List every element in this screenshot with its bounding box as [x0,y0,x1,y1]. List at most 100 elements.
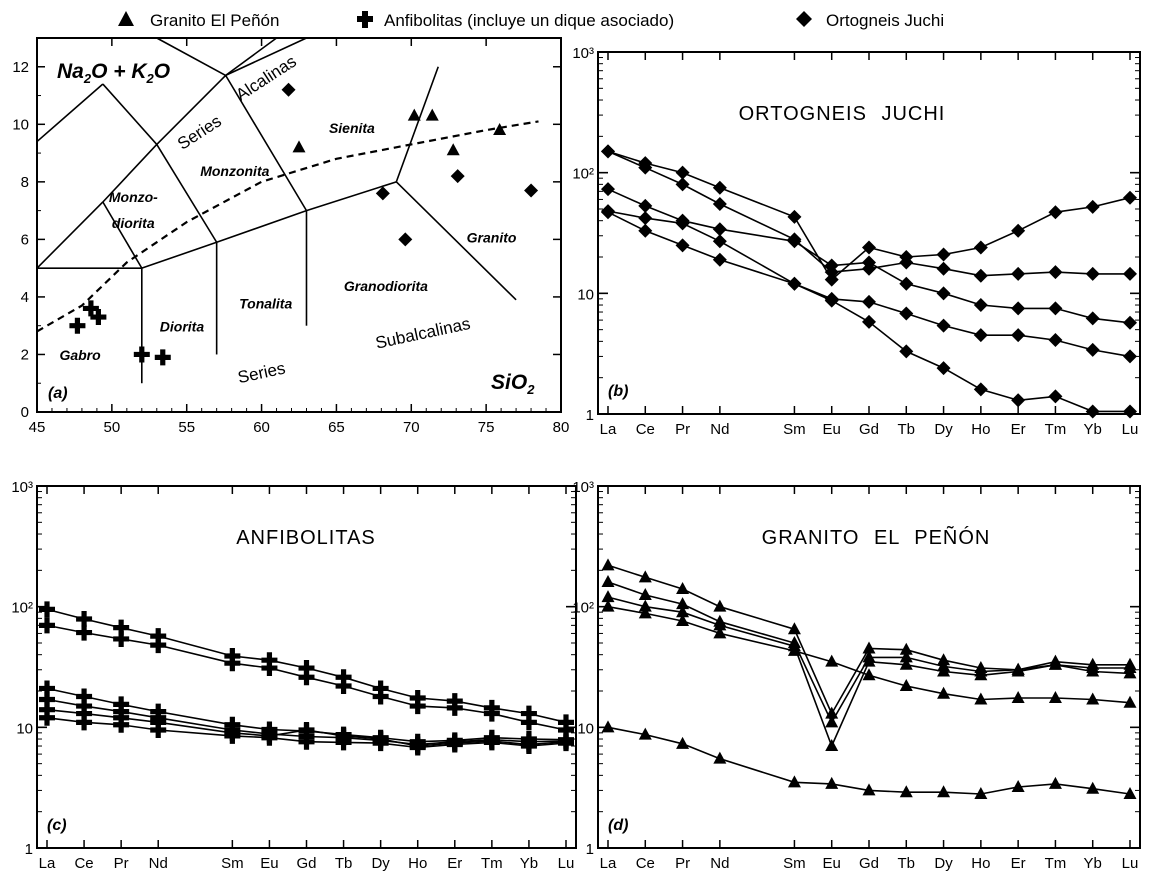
data-point-cross [76,624,93,641]
data-point-diamond [1085,266,1100,281]
data-point-cross [39,601,56,618]
tas-point-triangle [493,123,507,136]
x-tick-label: Pr [675,855,690,872]
data-point-cross [39,709,56,726]
data-point-triangle [787,643,801,656]
x-tick-label: Lu [1122,421,1139,438]
data-point-triangle [601,599,615,612]
y-tick-label: 10³ [572,45,594,62]
x-tick-label: Dy [371,855,390,872]
x-tick-label: 55 [178,419,195,436]
series-line [607,564,1130,716]
y-tick-label: 1 [586,407,594,424]
tas-field-label: Alcalinas [232,52,299,105]
y-tick-label: 10 [16,720,33,737]
x-tick-label: Nd [149,855,168,872]
data-point-triangle [1048,657,1062,670]
data-point-triangle [1086,692,1100,705]
series-line [607,150,1131,281]
data-point-triangle [825,715,839,728]
data-point-cross [409,690,426,707]
x-tick-label: 75 [478,419,495,436]
y-tick-label: 1 [25,841,33,858]
x-tick-label: Nd [710,421,729,438]
tas-boundary-line [156,144,218,243]
x-tick-label: Sm [783,855,806,872]
data-point-triangle [937,664,951,677]
data-point-triangle [713,751,727,764]
y-tick-label: 12 [12,59,29,76]
data-point-triangle [1123,666,1137,679]
data-point-cross [558,735,575,752]
tas-point-diamond [524,183,539,198]
series-line [607,726,1131,795]
data-point-triangle [676,605,690,618]
data-point-cross [39,617,56,634]
data-point-triangle [1011,664,1025,677]
data-point-diamond [787,276,802,291]
data-point-triangle [638,587,652,600]
data-point-triangle [676,614,690,627]
data-point-triangle [601,558,615,571]
data-point-cross [39,691,56,708]
y-tick-label: 10³ [11,479,33,496]
y-tick-label: 1 [586,841,594,858]
data-point-diamond [824,293,839,308]
data-point-triangle [787,775,801,788]
x-tick-label: Er [1011,855,1026,872]
x-tick-label: Pr [675,421,690,438]
data-point-diamond [973,382,988,397]
panel-tag: (b) [608,383,628,400]
data-point-triangle [974,668,988,681]
data-point-cross [520,738,537,755]
data-point-triangle [1086,781,1100,794]
tas-point-diamond [450,169,465,184]
data-point-diamond [601,182,615,197]
data-point-cross [520,714,537,731]
data-point-triangle [638,570,652,583]
data-point-diamond [899,306,914,321]
data-point-diamond [899,344,914,359]
data-point-cross [335,678,352,695]
tas-boundary-line [102,83,158,145]
tas-boundary-line [225,37,307,77]
tas-point-cross [82,300,99,317]
data-point-cross [76,705,93,722]
data-point-cross [446,736,463,753]
panel-a-tag: (a) [48,385,68,402]
x-tick-label: Yb [1084,421,1102,438]
data-point-cross [113,716,130,733]
x-tick-label: Er [447,855,462,872]
x-tick-label: La [600,855,617,872]
data-point-diamond [973,328,988,343]
data-point-triangle [937,653,951,666]
data-point-cross [261,660,278,677]
data-point-triangle [601,590,615,603]
data-point-triangle [862,641,876,654]
data-point-triangle [1011,691,1025,704]
data-point-cross [372,735,389,752]
panel-tag: (c) [47,817,67,834]
x-tick-label: 70 [403,419,420,436]
data-point-diamond [1085,199,1100,214]
data-point-diamond [712,180,727,195]
x-tick-label: Lu [1122,855,1139,872]
data-point-triangle [787,622,801,635]
data-point-cross [76,611,93,628]
data-point-diamond [1048,265,1063,280]
x-tick-label: Sm [783,421,806,438]
data-point-diamond [862,314,876,329]
series-line [607,210,1131,358]
x-tick-label: Eu [260,855,278,872]
x-tick-label: La [600,421,617,438]
data-point-triangle [899,650,913,663]
data-point-triangle [676,736,690,749]
x-tick-label: Gd [859,421,879,438]
x-tick-label: Ce [636,421,655,438]
data-point-diamond [936,261,951,276]
x-tick-label: Er [1011,421,1026,438]
tas-field-label: Series [236,359,287,388]
data-point-diamond [1123,404,1137,419]
data-point-triangle [862,668,876,681]
